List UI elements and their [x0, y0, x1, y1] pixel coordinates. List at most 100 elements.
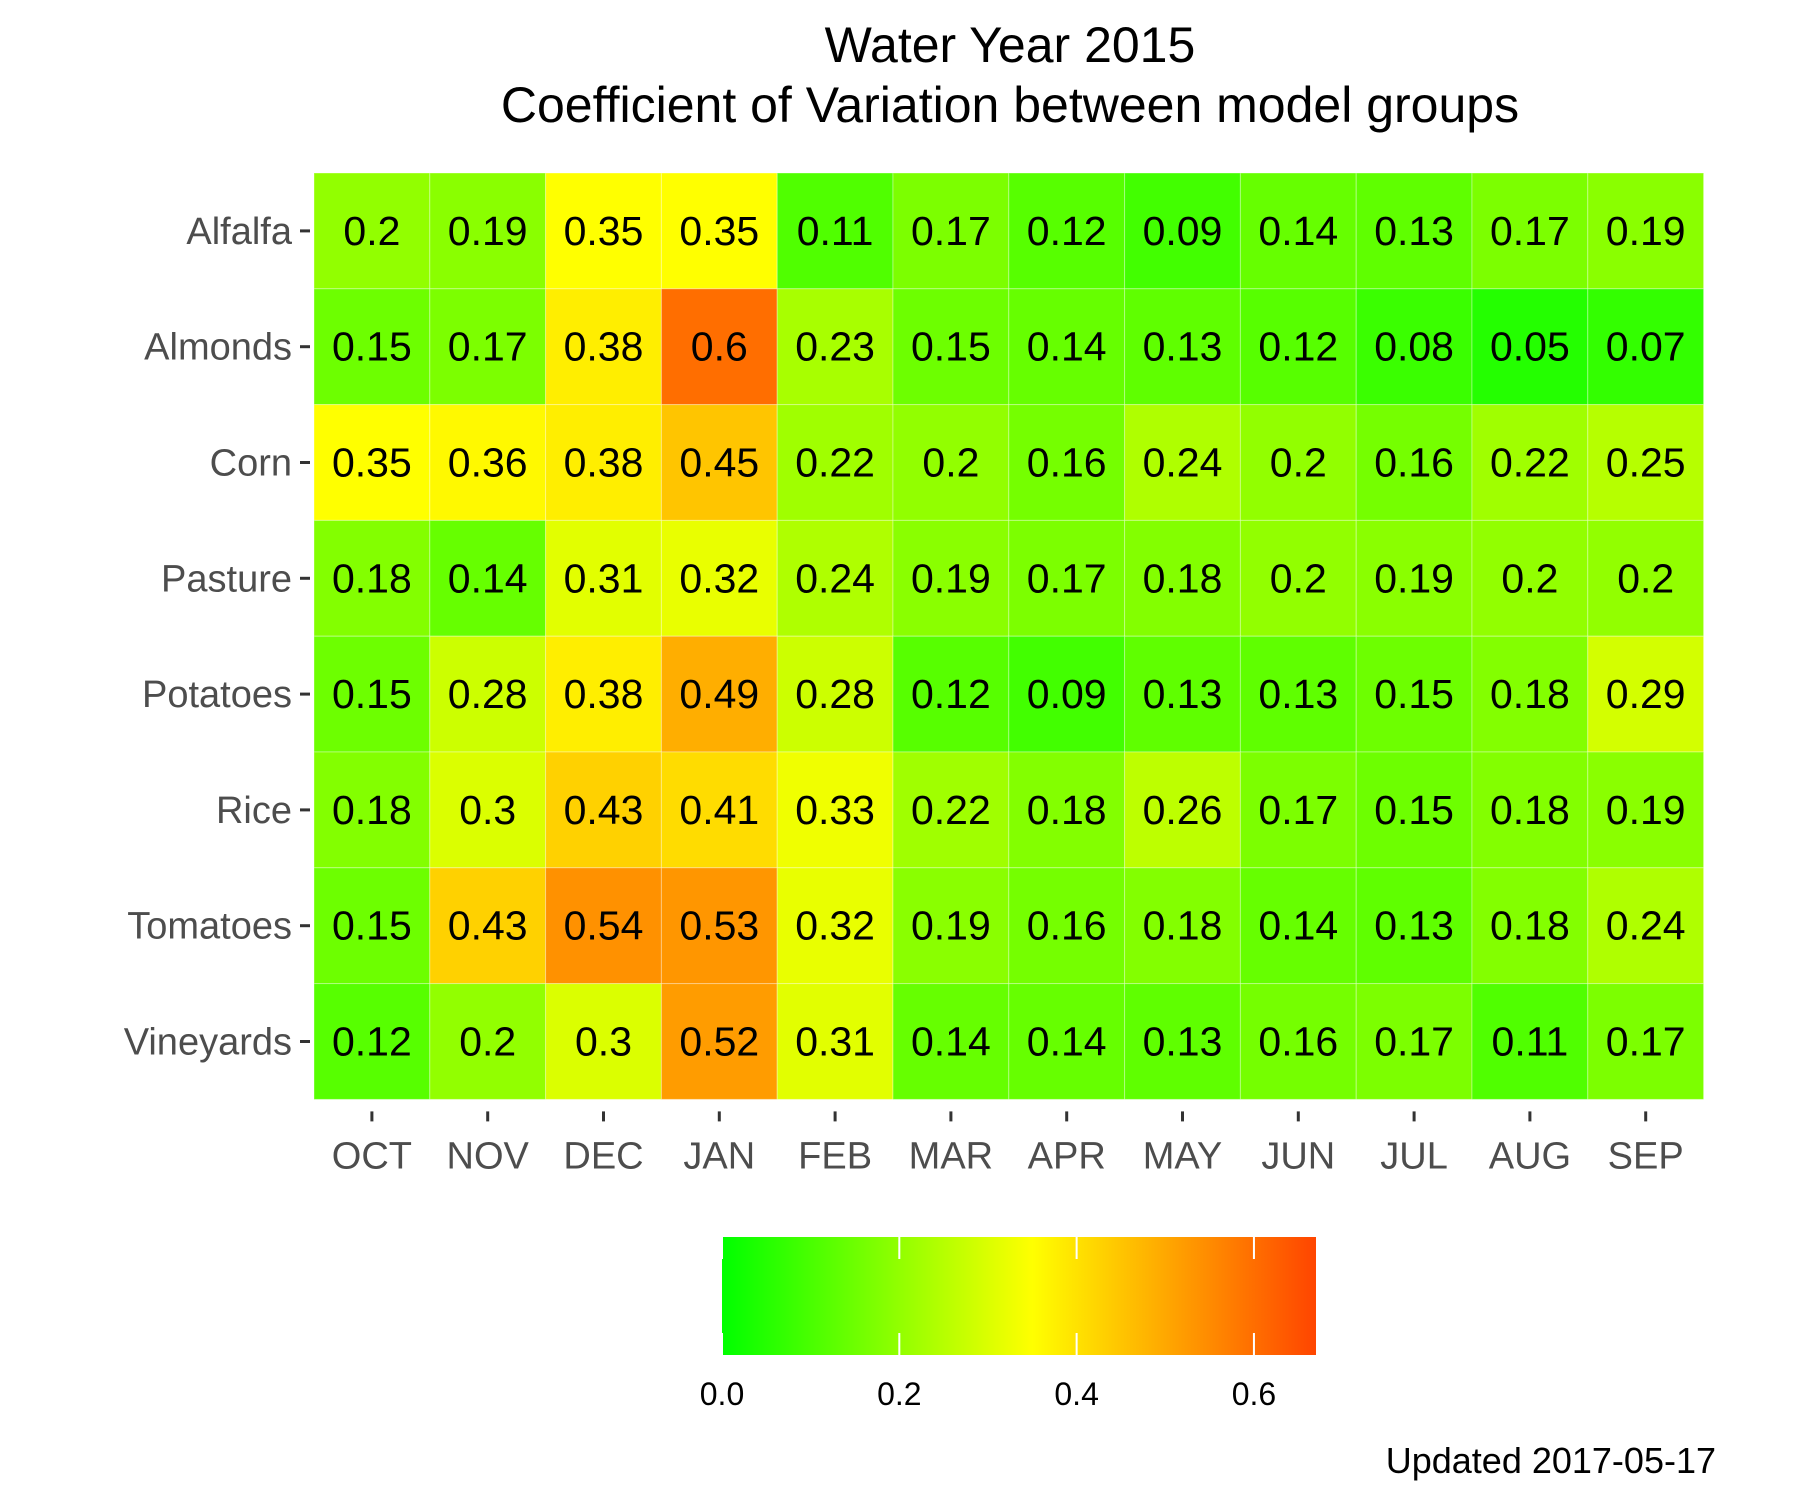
heatmap-cell: [892, 172, 1010, 290]
cell-value-label: 0.13: [1143, 324, 1223, 370]
cell-value-label: 0.24: [795, 555, 875, 601]
cell-value-label: 0.6: [691, 324, 748, 370]
heatmap-cell: [1587, 288, 1705, 406]
row-label: Vineyards: [124, 1022, 292, 1064]
column-label: JUN: [1261, 1135, 1335, 1177]
heatmap-cell: [776, 404, 894, 521]
cell-value-label: 0.18: [332, 787, 412, 833]
heatmap-cell: [313, 288, 431, 406]
cell-value-label: 0.12: [1258, 324, 1338, 370]
heatmap-cell: [1471, 751, 1589, 869]
cell-value-label: 0.54: [564, 903, 644, 949]
cell-value-label: 0.18: [1027, 787, 1107, 833]
cell-value-label: 0.2: [1270, 555, 1327, 601]
cell-value-label: 0.14: [1027, 1019, 1107, 1065]
cell-value-label: 0.33: [795, 787, 875, 833]
heatmap-cell: [776, 867, 894, 985]
heatmap-cell: [1355, 172, 1473, 290]
cell-value-label: 0.14: [1258, 208, 1338, 254]
cell-value-label: 0.2: [459, 1019, 516, 1065]
heatmap-cell: [1239, 867, 1357, 985]
heatmap-cell: [660, 519, 778, 637]
heatmap-cell: [892, 751, 1010, 869]
legend-tick-label: 0.6: [1232, 1376, 1276, 1412]
cell-value-label: 0.15: [332, 671, 412, 717]
cell-value-label: 0.38: [564, 671, 644, 717]
cell-value-label: 0.12: [911, 671, 991, 717]
cell-value-label: 0.3: [459, 787, 516, 833]
heatmap-cell: [660, 288, 778, 406]
cell-value-label: 0.15: [1374, 671, 1454, 717]
column-label: JAN: [683, 1135, 755, 1177]
heatmap-cell: [1008, 867, 1126, 985]
heatmap-cell: [660, 172, 778, 290]
cell-value-label: 0.3: [575, 1019, 632, 1065]
column-label: APR: [1028, 1135, 1106, 1177]
heatmap-cell: [1355, 751, 1473, 869]
cell-value-label: 0.07: [1606, 324, 1686, 370]
column-label: AUG: [1489, 1135, 1571, 1177]
cell-value-label: 0.35: [564, 208, 644, 254]
heatmap-cell: [545, 519, 662, 637]
cell-value-label: 0.53: [679, 903, 759, 949]
cell-value-label: 0.18: [332, 555, 412, 601]
row-label: Potatoes: [142, 674, 292, 716]
heatmap-cell: [313, 751, 431, 869]
heatmap-cell: [1355, 288, 1473, 406]
cell-value-label: 0.43: [564, 787, 644, 833]
cell-value-label: 0.16: [1027, 440, 1107, 486]
color-legend-bar: [722, 1237, 1316, 1355]
heatmap-cell: [1124, 288, 1241, 406]
heatmap-cell: [776, 635, 894, 753]
cell-value-label: 0.41: [679, 787, 759, 833]
heatmap-cells: 0.2 0.19 0.35 0.35 0.11 0.17 0.12 0.09 0.14 0.13 0…: [313, 172, 1705, 1100]
legend-tick-label: 0.0: [700, 1376, 744, 1412]
cell-value-label: 0.43: [448, 903, 528, 949]
row-label: Pasture: [161, 558, 292, 600]
cell-value-label: 0.14: [1258, 903, 1338, 949]
heatmap-cell: [1355, 983, 1473, 1100]
heatmap-cell: [892, 519, 1010, 637]
cell-value-label: 0.17: [1027, 555, 1107, 601]
cell-value-label: 0.49: [679, 671, 759, 717]
heatmap-cell: [545, 983, 662, 1100]
heatmap-cell: [545, 404, 662, 521]
heatmap-cell: [429, 288, 547, 406]
heatmap-cell: [1587, 404, 1705, 521]
cell-value-label: 0.15: [332, 903, 412, 949]
cell-value-label: 0.24: [1143, 440, 1223, 486]
cell-value-label: 0.14: [911, 1019, 991, 1065]
heatmap-cell: [1008, 288, 1126, 406]
cell-value-label: 0.31: [564, 555, 644, 601]
cell-value-label: 0.2: [1270, 440, 1327, 486]
cell-value-label: 0.19: [1606, 787, 1686, 833]
cell-value-label: 0.08: [1374, 324, 1454, 370]
row-label: Almonds: [144, 327, 292, 369]
heatmap-cell: [1587, 867, 1705, 985]
cell-value-label: 0.18: [1490, 787, 1570, 833]
row-label: Tomatoes: [127, 906, 292, 948]
cell-value-label: 0.13: [1143, 1019, 1223, 1065]
cell-value-label: 0.12: [332, 1019, 412, 1065]
heatmap-cell: [1355, 867, 1473, 985]
heatmap-cell: [545, 867, 662, 985]
cell-value-label: 0.13: [1374, 903, 1454, 949]
heatmap-cell: [1587, 983, 1705, 1100]
cell-value-label: 0.16: [1258, 1019, 1338, 1065]
heatmap-cell: [776, 288, 894, 406]
cell-value-label: 0.38: [564, 440, 644, 486]
column-label: OCT: [332, 1135, 412, 1177]
heatmap-cell: [1124, 172, 1241, 290]
heatmap-cell: [429, 751, 547, 869]
heatmap-cell: [545, 172, 662, 290]
column-axis: OCT NOV DEC JAN FEB MAR APR MAY JUN JUL AUG SEP: [332, 1111, 1684, 1177]
heatmap-cell: [660, 983, 778, 1100]
heatmap-cell: [545, 288, 662, 406]
heatmap-cell: [1124, 751, 1241, 869]
heatmap-cell: [1587, 172, 1705, 290]
cell-value-label: 0.28: [795, 671, 875, 717]
heatmap-cell: [660, 867, 778, 985]
row-axis: Alfalfa Almonds Corn Pasture Potatoes Rice Tom…: [124, 211, 310, 1064]
cell-value-label: 0.16: [1027, 903, 1107, 949]
heatmap-cell: [1471, 635, 1589, 753]
